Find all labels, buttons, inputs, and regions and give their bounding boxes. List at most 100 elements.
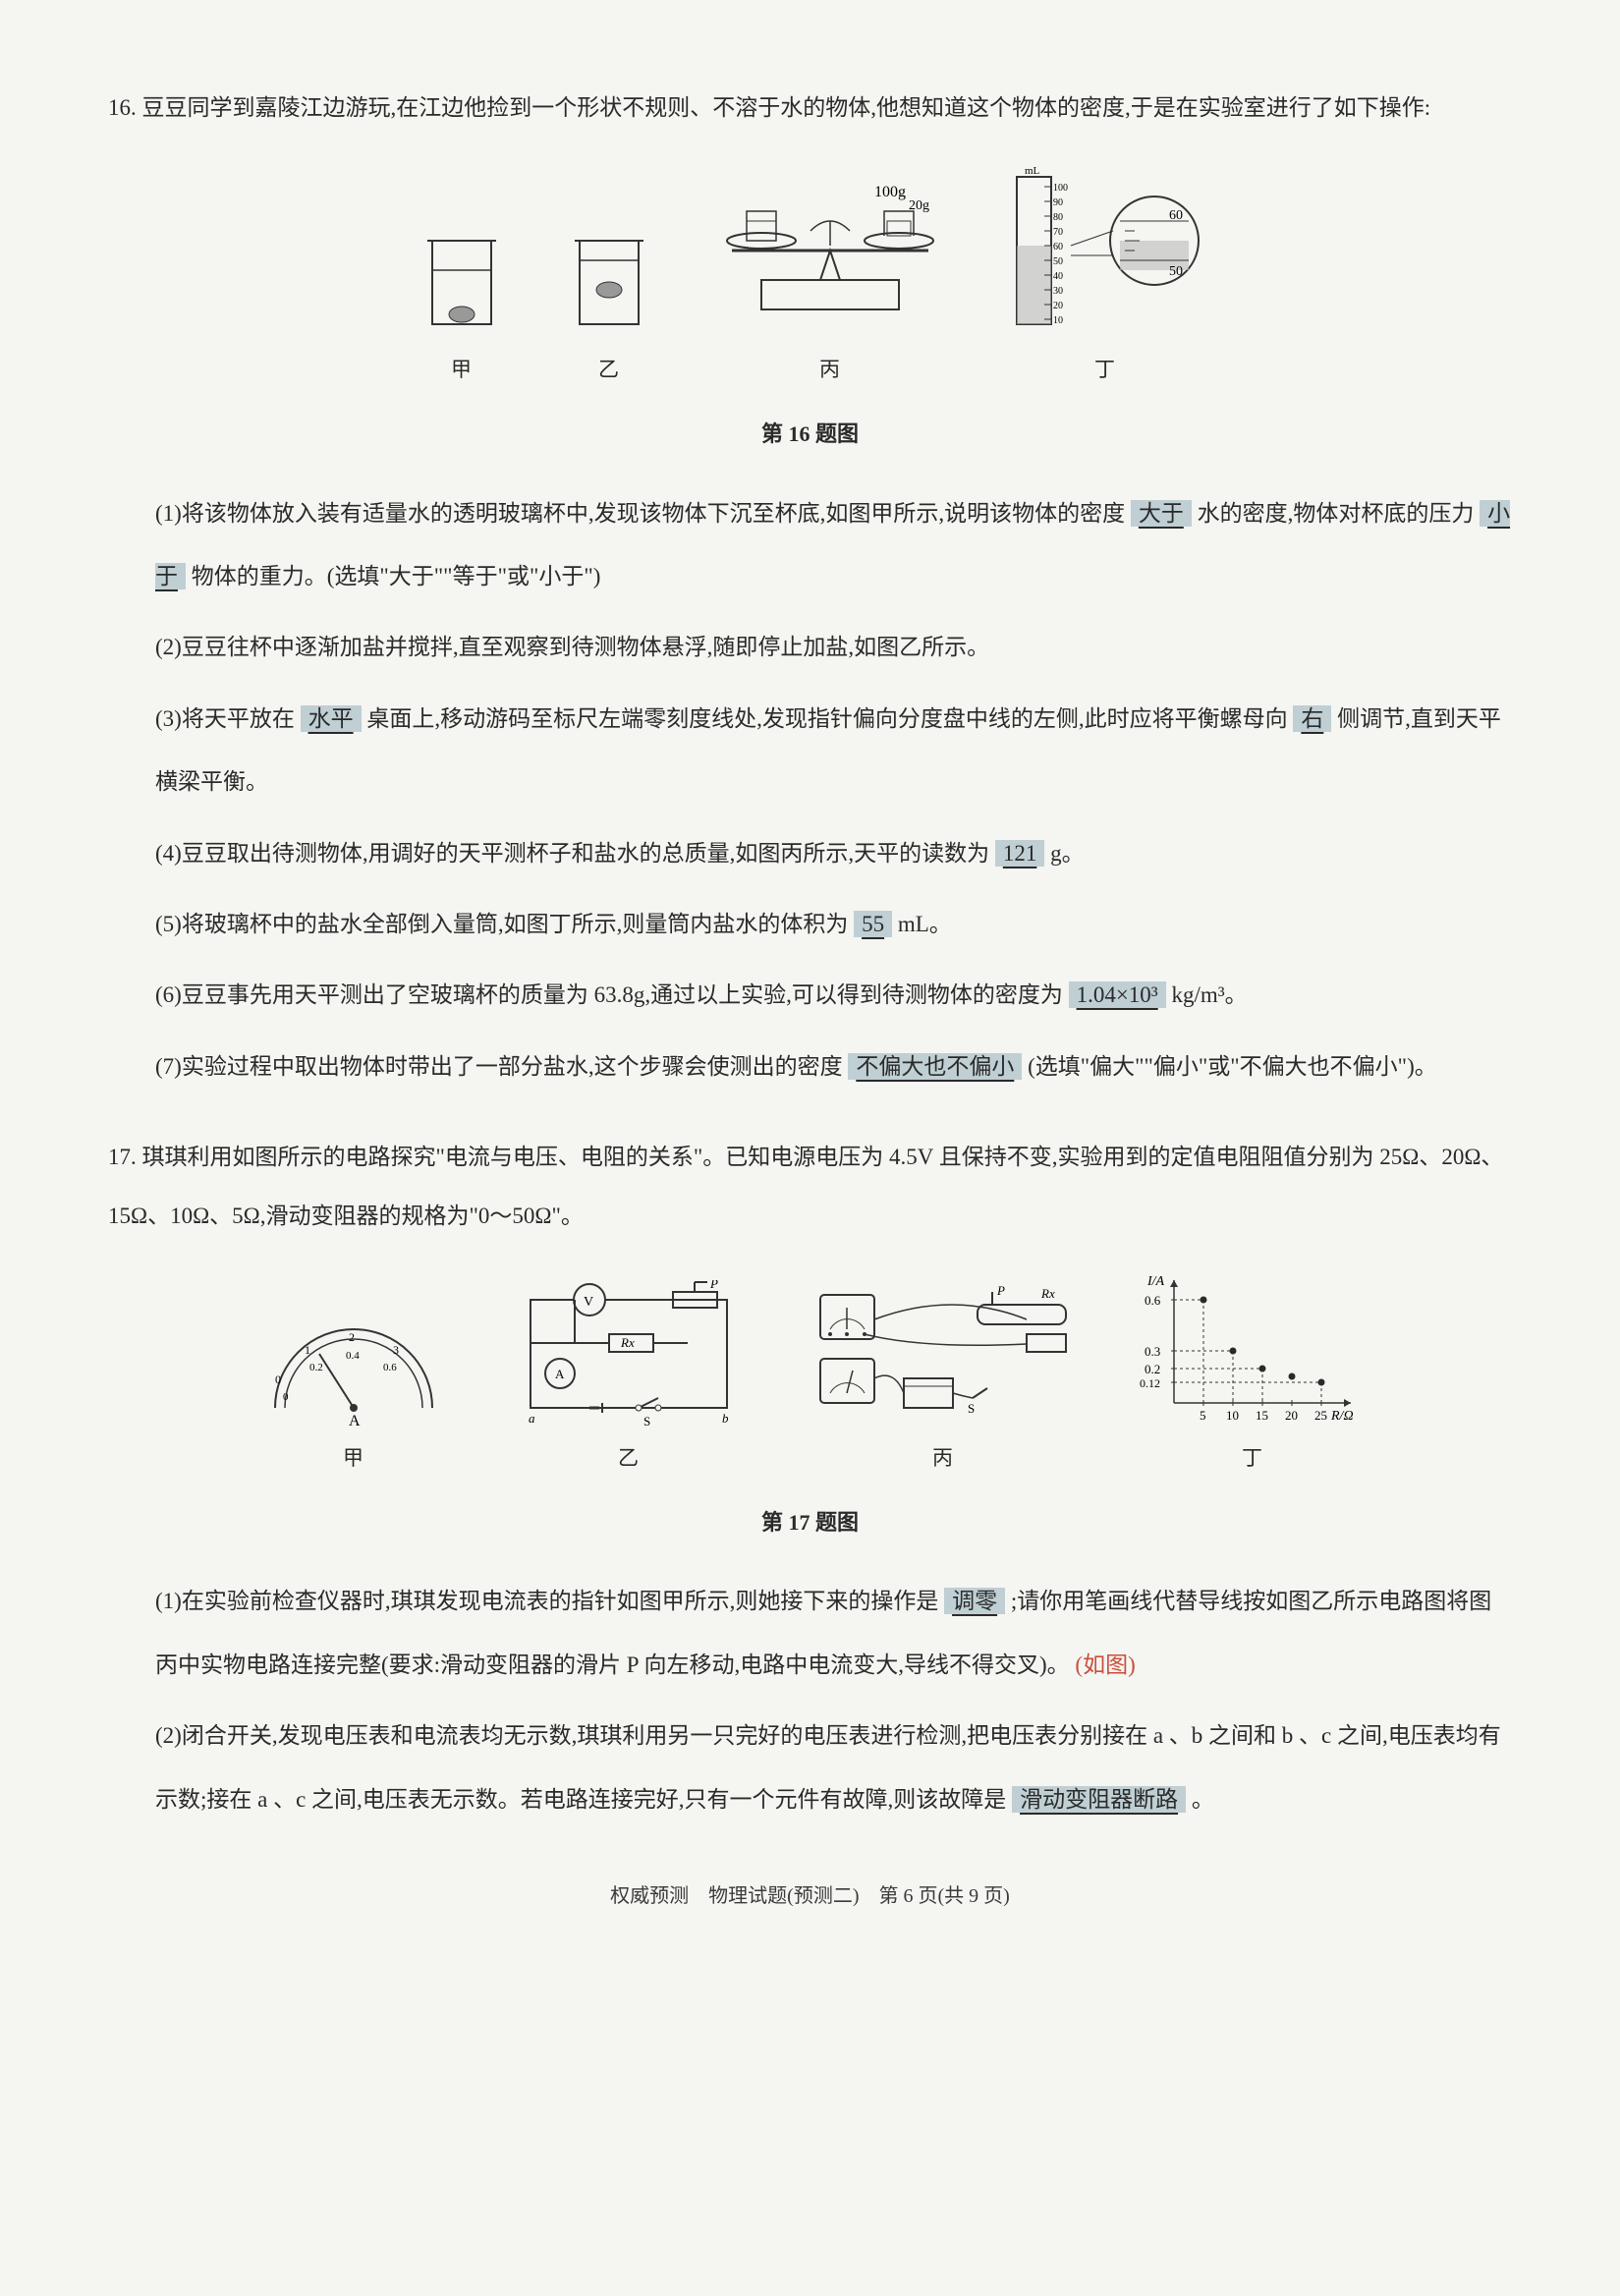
q16-sub5-unit: mL。 — [898, 912, 952, 936]
q16-sub3-mid1: 桌面上,移动游码至标尺左端零刻度线处,发现指针偏向分度盘中线的左侧,此时应将平衡… — [366, 706, 1287, 731]
svg-text:25: 25 — [1314, 1408, 1327, 1423]
ammeter-dial-icon: 0 1 2 3 0 0.2 0.4 0.6 A — [255, 1310, 452, 1428]
svg-text:0.3: 0.3 — [1145, 1344, 1160, 1359]
q16-sub6-ans: 1.04×10³ — [1069, 981, 1166, 1008]
svg-text:0.6: 0.6 — [1145, 1293, 1161, 1308]
q16-sub4: (4)豆豆取出待测物体,用调好的天平测杯子和盐水的总质量,如图丙所示,天平的读数… — [155, 822, 1512, 885]
q17-label-ding: 丁 — [1140, 1431, 1366, 1485]
page-footer: 权威预测 物理试题(预测二) 第 6 页(共 9 页) — [108, 1871, 1512, 1922]
svg-text:90: 90 — [1053, 197, 1063, 208]
q16-intro-text: 豆豆同学到嘉陵江边游玩,在江边他捡到一个形状不规则、不溶于水的物体,他想知道这个… — [142, 95, 1431, 120]
q16-figure-area: 甲 乙 100g 2 — [108, 162, 1512, 397]
svg-text:A: A — [555, 1367, 565, 1381]
q16-intro: 16. 豆豆同学到嘉陵江边游玩,在江边他捡到一个形状不规则、不溶于水的物体,他想… — [108, 79, 1512, 138]
q16-sub4-unit: g。 — [1050, 841, 1085, 866]
weight-100g-label: 100g — [874, 184, 906, 200]
svg-text:10: 10 — [1053, 315, 1063, 326]
q17-label-bing: 丙 — [806, 1431, 1081, 1485]
svg-text:b: b — [722, 1411, 729, 1426]
q16-label-ding: 丁 — [997, 343, 1213, 397]
q16-sub1-ans1: 大于 — [1131, 500, 1192, 527]
q17-sub1: (1)在实验前检查仪器时,琪琪发现电流表的指针如图甲所示,则她接下来的操作是 调… — [155, 1570, 1512, 1697]
q17-diagram-ding: I/A R/Ω 0.6 0.3 0.2 0.12 5 10 15 20 25 — [1140, 1270, 1366, 1485]
svg-text:I/A: I/A — [1146, 1274, 1165, 1289]
q17-number: 17. — [108, 1145, 137, 1169]
weight-20g-label: 20g — [909, 198, 929, 213]
cylinder-icon: mL 100 90 80 70 60 50 40 30 20 10 60 50 — [997, 162, 1213, 339]
q17-diagram-yi: V Rx A P S a — [511, 1280, 747, 1485]
question-16: 16. 豆豆同学到嘉陵江边游玩,在江边他捡到一个形状不规则、不溶于水的物体,他想… — [108, 79, 1512, 1098]
q17-diagram-jia: 0 1 2 3 0 0.2 0.4 0.6 A 甲 — [255, 1310, 452, 1485]
ir-graph-icon: I/A R/Ω 0.6 0.3 0.2 0.12 5 10 15 20 25 — [1140, 1270, 1366, 1428]
q16-diagram-bing: 100g 20g 丙 — [702, 182, 958, 397]
svg-text:0.2: 0.2 — [1145, 1362, 1160, 1376]
svg-text:2: 2 — [349, 1330, 355, 1344]
q16-sub7: (7)实验过程中取出物体时带出了一部分盐水,这个步骤会使测出的密度 不偏大也不偏… — [155, 1036, 1512, 1098]
beaker-jia-icon — [408, 221, 516, 339]
svg-text:80: 80 — [1053, 212, 1063, 223]
svg-text:30: 30 — [1053, 286, 1063, 297]
q16-diagram-ding: mL 100 90 80 70 60 50 40 30 20 10 60 50 — [997, 162, 1213, 397]
q16-label-bing: 丙 — [702, 343, 958, 397]
q16-figure-caption: 第 16 题图 — [108, 406, 1512, 462]
q16-diagram-yi: 乙 — [555, 221, 663, 397]
svg-text:0: 0 — [275, 1372, 281, 1386]
svg-text:a: a — [529, 1411, 535, 1426]
q16-sub1-prefix: (1)将该物体放入装有适量水的透明玻璃杯中,发现该物体下沉至杯底,如图甲所示,说… — [155, 501, 1125, 526]
svg-text:V: V — [584, 1295, 593, 1310]
svg-text:100: 100 — [1053, 183, 1068, 194]
q16-sub4-ans: 121 — [995, 840, 1045, 867]
svg-text:50: 50 — [1169, 264, 1183, 279]
q16-sub3: (3)将天平放在 水平 桌面上,移动游码至标尺左端零刻度线处,发现指针偏向分度盘… — [155, 688, 1512, 814]
svg-text:60: 60 — [1053, 242, 1063, 252]
q16-sub6-unit: kg/m³。 — [1171, 982, 1247, 1007]
q17-sub1-ans: 调零 — [944, 1588, 1005, 1614]
q16-sub7-ans: 不偏大也不偏小 — [848, 1053, 1022, 1080]
svg-text:15: 15 — [1256, 1408, 1268, 1423]
svg-text:10: 10 — [1226, 1408, 1239, 1423]
q17-figure-caption: 第 17 题图 — [108, 1494, 1512, 1550]
q17-diagram-bing: S P Rx 丙 — [806, 1280, 1081, 1485]
q16-sub3-ans2: 右 — [1293, 705, 1331, 732]
beaker-yi-icon — [555, 221, 663, 339]
svg-text:0.2: 0.2 — [309, 1362, 323, 1373]
question-17: 17. 琪琪利用如图所示的电路探究"电流与电压、电阻的关系"。已知电源电压为 4… — [108, 1128, 1512, 1831]
svg-text:mL: mL — [1025, 165, 1040, 177]
q17-sub2-ans: 滑动变阻器断路 — [1012, 1786, 1186, 1813]
svg-text:40: 40 — [1053, 271, 1063, 282]
q17-label-jia: 甲 — [255, 1431, 452, 1485]
q16-sub2: (2)豆豆往杯中逐渐加盐并搅拌,直至观察到待测物体悬浮,随即停止加盐,如图乙所示… — [155, 616, 1512, 679]
physical-circuit-icon: S P Rx — [806, 1280, 1081, 1428]
svg-text:0.6: 0.6 — [383, 1362, 397, 1373]
svg-text:50: 50 — [1053, 256, 1063, 267]
svg-text:20: 20 — [1285, 1408, 1298, 1423]
q16-sub6-prefix: (6)豆豆事先用天平测出了空玻璃杯的质量为 63.8g,通过以上实验,可以得到待… — [155, 982, 1063, 1007]
svg-text:0: 0 — [283, 1391, 289, 1403]
q16-sub5: (5)将玻璃杯中的盐水全部倒入量筒,如图丁所示,则量筒内盐水的体积为 55 mL… — [155, 893, 1512, 956]
q16-label-yi: 乙 — [555, 343, 663, 397]
q16-sub7-prefix: (7)实验过程中取出物体时带出了一部分盐水,这个步骤会使测出的密度 — [155, 1054, 843, 1079]
balance-icon: 100g 20g — [702, 182, 958, 339]
q16-diagram-jia: 甲 — [408, 221, 516, 397]
svg-text:3: 3 — [393, 1343, 399, 1357]
q16-sub6: (6)豆豆事先用天平测出了空玻璃杯的质量为 63.8g,通过以上实验,可以得到待… — [155, 964, 1512, 1027]
q16-sub3-ans1: 水平 — [301, 705, 362, 732]
svg-text:Rx: Rx — [1040, 1286, 1055, 1301]
q17-intro: 17. 琪琪利用如图所示的电路探究"电流与电压、电阻的关系"。已知电源电压为 4… — [108, 1128, 1512, 1246]
q17-sub1-prefix: (1)在实验前检查仪器时,琪琪发现电流表的指针如图甲所示,则她接下来的操作是 — [155, 1589, 938, 1613]
svg-text:70: 70 — [1053, 227, 1063, 238]
q17-sub2-prefix: (2)闭合开关,发现电压表和电流表均无示数,琪琪利用另一只完好的电压表进行检测,… — [155, 1723, 1501, 1811]
q16-sub1-mid1: 水的密度,物体对杯底的压力 — [1198, 501, 1475, 526]
q16-sub7-suffix: (选填"偏大""偏小"或"不偏大也不偏小")。 — [1028, 1054, 1437, 1079]
q16-sub3-prefix: (3)将天平放在 — [155, 706, 295, 731]
q17-label-yi: 乙 — [511, 1431, 747, 1485]
svg-text:1: 1 — [305, 1343, 310, 1357]
q17-sub2-suffix: 。 — [1192, 1787, 1214, 1812]
svg-text:S: S — [643, 1414, 650, 1428]
svg-text:20: 20 — [1053, 301, 1063, 311]
circuit-diagram-icon: V Rx A P S a — [511, 1280, 747, 1428]
q16-sub5-prefix: (5)将玻璃杯中的盐水全部倒入量筒,如图丁所示,则量筒内盐水的体积为 — [155, 912, 848, 936]
q16-number: 16. — [108, 95, 137, 120]
svg-text:S: S — [968, 1401, 975, 1416]
svg-text:60: 60 — [1169, 208, 1183, 223]
